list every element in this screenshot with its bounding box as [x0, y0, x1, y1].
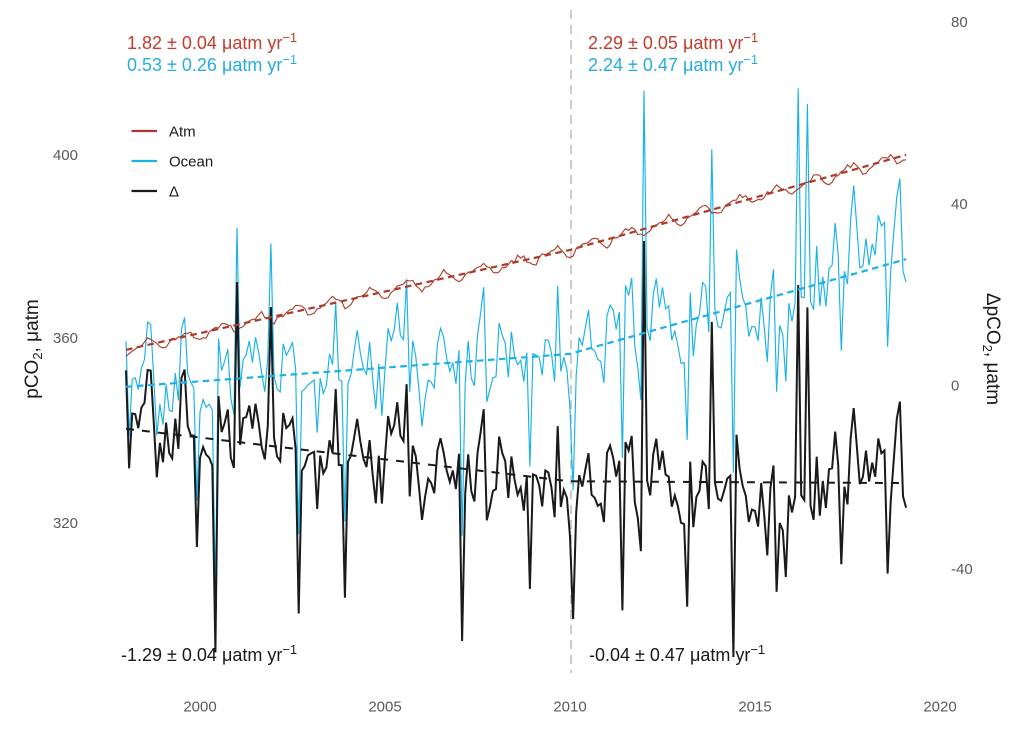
svg-text:2000: 2000: [183, 699, 216, 716]
svg-text:-0.04 ± 0.47 μatm yr−1: -0.04 ± 0.47 μatm yr−1: [589, 642, 765, 665]
svg-text:2010: 2010: [553, 699, 586, 716]
svg-text:Atm: Atm: [169, 123, 196, 140]
svg-text:2.24 ± 0.47 μatm yr−1: 2.24 ± 0.47 μatm yr−1: [588, 52, 758, 75]
svg-text:2005: 2005: [368, 699, 401, 716]
svg-text:320: 320: [53, 515, 78, 532]
svg-text:-1.29 ± 0.04 μatm yr−1: -1.29 ± 0.04 μatm yr−1: [121, 642, 297, 665]
svg-text:1.82 ± 0.04 μatm yr−1: 1.82 ± 0.04 μatm yr−1: [127, 30, 297, 53]
svg-text:0: 0: [951, 378, 959, 395]
svg-text:Δ: Δ: [169, 183, 179, 200]
svg-text:2.29 ± 0.05 μatm yr−1: 2.29 ± 0.05 μatm yr−1: [588, 30, 758, 53]
svg-text:pCO2, μatm: pCO2, μatm: [22, 299, 45, 399]
svg-text:2015: 2015: [738, 699, 771, 716]
svg-text:2020: 2020: [923, 699, 956, 716]
svg-text:Ocean: Ocean: [169, 153, 213, 170]
svg-text:360: 360: [53, 330, 78, 347]
svg-text:40: 40: [951, 196, 968, 213]
svg-text:0.53 ± 0.26 μatm yr−1: 0.53 ± 0.26 μatm yr−1: [127, 52, 297, 75]
svg-text:80: 80: [951, 14, 968, 31]
svg-text:400: 400: [53, 147, 78, 164]
svg-text:-40: -40: [951, 561, 973, 578]
svg-text:ΔpCO2, μatm: ΔpCO2, μatm: [980, 293, 1003, 405]
